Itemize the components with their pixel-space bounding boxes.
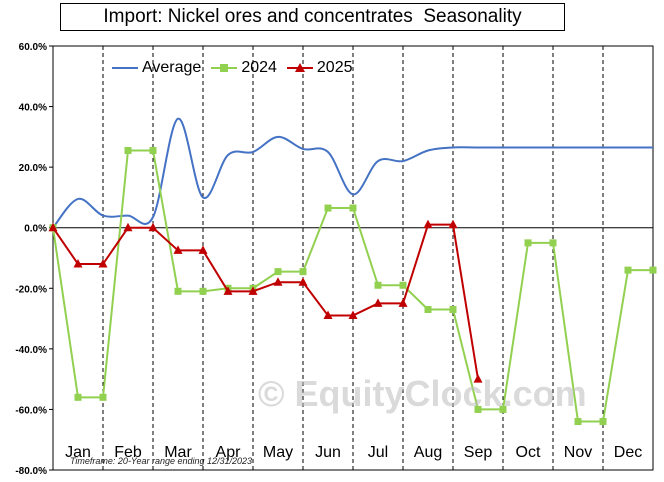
chart-title: Import: Nickel ores and concentrates Sea… bbox=[60, 3, 565, 31]
data-point-2024 bbox=[399, 281, 407, 289]
data-point-2025 bbox=[48, 222, 58, 232]
legend-swatch-average bbox=[112, 67, 138, 69]
series-line-average bbox=[52, 117, 653, 229]
month-label: Jul bbox=[368, 444, 388, 461]
data-point-2025 bbox=[98, 259, 108, 268]
data-point-2025 bbox=[73, 259, 83, 268]
y-tick-label: -60.0% bbox=[15, 405, 47, 416]
month-label: Feb bbox=[114, 444, 142, 461]
chart-legend: Average 2024 2025 bbox=[112, 56, 363, 80]
month-label: Aug bbox=[414, 444, 442, 461]
month-label: Oct bbox=[516, 444, 541, 461]
y-tick-label: 20.0% bbox=[19, 163, 47, 174]
legend-item-average: Average bbox=[112, 59, 201, 77]
data-point-2024 bbox=[299, 268, 307, 276]
data-point-2025 bbox=[298, 277, 308, 286]
legend-item-2025: 2025 bbox=[286, 59, 353, 77]
legend-label-average: Average bbox=[142, 59, 202, 76]
data-point-2025 bbox=[423, 219, 433, 229]
month-label: Nov bbox=[564, 444, 592, 461]
data-point-2025 bbox=[248, 286, 258, 295]
month-label: Jan bbox=[65, 444, 91, 461]
y-tick-label: 0.0% bbox=[24, 224, 47, 235]
data-point-2024 bbox=[324, 204, 332, 212]
legend-label-2025: 2025 bbox=[316, 59, 353, 76]
legend-label-2024: 2024 bbox=[241, 59, 277, 76]
legend-swatch-2025 bbox=[286, 63, 313, 72]
data-point-2024 bbox=[474, 405, 482, 413]
series-line-2025 bbox=[52, 223, 479, 380]
data-point-2024 bbox=[99, 393, 107, 401]
data-point-2025 bbox=[223, 286, 233, 295]
legend-swatch-2024 bbox=[211, 64, 238, 72]
data-point-2024 bbox=[274, 268, 282, 276]
month-label: Sep bbox=[464, 444, 493, 461]
y-tick-label: -20.0% bbox=[15, 284, 47, 295]
month-label: Mar bbox=[164, 444, 192, 461]
data-point-2025 bbox=[448, 219, 458, 229]
data-point-2024 bbox=[74, 393, 82, 401]
data-point-2024 bbox=[649, 266, 657, 274]
data-point-2024 bbox=[549, 239, 557, 247]
data-point-2024 bbox=[574, 418, 582, 426]
data-point-2025 bbox=[323, 310, 333, 320]
data-point-2024 bbox=[199, 287, 207, 295]
data-point-2024 bbox=[149, 146, 157, 154]
data-point-2024 bbox=[449, 305, 457, 313]
legend-item-2024: 2024 bbox=[211, 59, 277, 77]
data-point-2024 bbox=[424, 305, 432, 313]
month-label: May bbox=[263, 444, 293, 461]
data-point-2025 bbox=[173, 245, 183, 254]
watermark: © EquityClock.com bbox=[258, 373, 587, 414]
data-point-2025 bbox=[273, 277, 283, 286]
month-label: Apr bbox=[216, 444, 242, 461]
y-tick-label: -40.0% bbox=[15, 345, 47, 356]
data-point-2024 bbox=[599, 418, 607, 426]
y-tick-label: 60.0% bbox=[19, 42, 47, 53]
data-point-2024 bbox=[349, 204, 357, 212]
data-point-2025 bbox=[473, 374, 483, 383]
data-point-2025 bbox=[373, 298, 383, 307]
data-point-2025 bbox=[198, 245, 208, 254]
data-point-2024 bbox=[174, 287, 182, 295]
y-tick-label: 40.0% bbox=[19, 103, 47, 114]
data-point-2024 bbox=[499, 405, 507, 413]
data-point-2025 bbox=[123, 222, 133, 232]
timeframe-footnote: Timeframe: 20-Year range ending 12/31/20… bbox=[70, 456, 253, 466]
y-tick-label: -80.0% bbox=[15, 466, 47, 477]
data-point-2024 bbox=[124, 146, 132, 154]
month-label: Jun bbox=[315, 444, 341, 461]
month-label: Dec bbox=[614, 444, 642, 461]
data-point-2025 bbox=[398, 298, 408, 307]
data-point-2025 bbox=[148, 222, 158, 232]
data-point-2024 bbox=[374, 281, 382, 289]
data-point-2025 bbox=[348, 310, 358, 320]
data-point-2024 bbox=[624, 266, 632, 274]
data-point-2024 bbox=[524, 239, 532, 247]
